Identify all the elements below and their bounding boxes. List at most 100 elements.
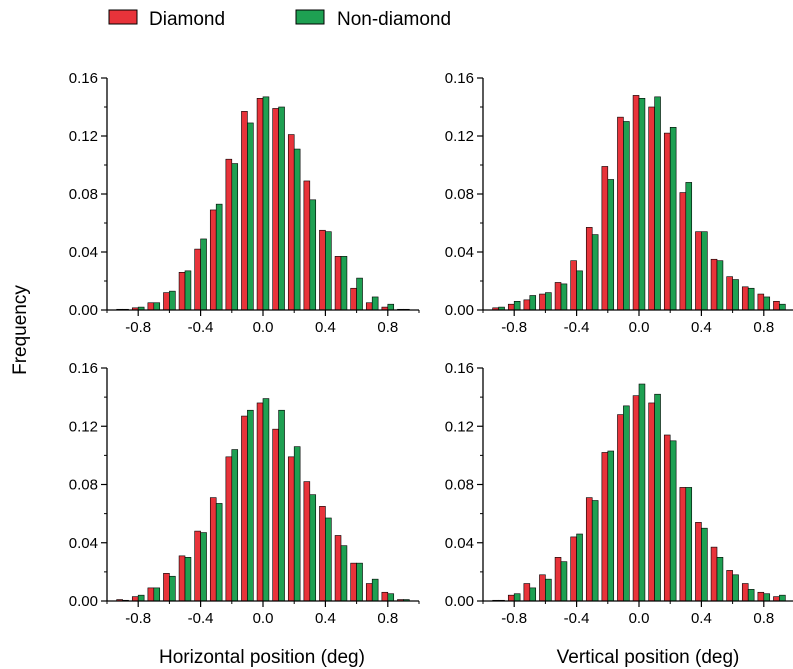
- bar-non-diamond-11: [669, 440, 677, 602]
- bar-non-diamond-14: [340, 256, 348, 311]
- bar-diamond-7: [225, 456, 233, 602]
- bar-non-diamond-8: [623, 405, 630, 602]
- bar-non-diamond-17: [387, 303, 395, 311]
- bar-non-diamond-15: [356, 277, 363, 311]
- bar-non-diamond-9: [262, 96, 270, 311]
- bar-non-diamond-6: [215, 203, 223, 311]
- x-tick-label: -0.4: [188, 319, 214, 336]
- bar-non-diamond-5: [200, 532, 207, 602]
- bar-diamond-2: [523, 583, 531, 602]
- bar-diamond-3: [163, 573, 170, 602]
- legend-swatch-diamond: [108, 9, 138, 25]
- x-tick-label: 0.8: [753, 610, 774, 627]
- x-tick-label: -0.8: [501, 610, 527, 627]
- bar-diamond-3: [163, 292, 170, 311]
- bar-diamond-12: [303, 180, 311, 311]
- x-axis-title-horizontal: Horizontal position (deg): [159, 647, 365, 668]
- bar-diamond-5: [194, 530, 201, 602]
- bar-non-diamond-14: [340, 545, 348, 602]
- bar-diamond-4: [554, 557, 562, 602]
- legend-label-diamond: Diamond: [149, 9, 225, 30]
- bar-diamond-6: [209, 209, 217, 311]
- bar-non-diamond-10: [278, 106, 285, 311]
- y-tick-label: 0.04: [445, 535, 474, 552]
- bar-non-diamond-6: [591, 500, 599, 602]
- bar-non-diamond-12: [685, 487, 693, 602]
- bar-diamond-13: [695, 231, 702, 311]
- bar-diamond-15: [350, 562, 357, 602]
- bar-non-diamond-2: [529, 587, 537, 602]
- bar-diamond-16: [365, 302, 373, 311]
- y-tick-label: 0.00: [69, 593, 98, 610]
- bar-non-diamond-17: [763, 593, 771, 602]
- bar-diamond-5: [570, 260, 577, 311]
- y-tick-label: 0.12: [445, 418, 474, 435]
- bar-diamond-10: [272, 108, 279, 311]
- bar-non-diamond-9: [262, 398, 270, 602]
- x-tick-label: 0.4: [691, 610, 712, 627]
- x-tick-label: -0.8: [125, 610, 151, 627]
- bar-non-diamond-1: [137, 594, 145, 602]
- bar-diamond-16: [741, 583, 749, 602]
- x-tick-label: 0.0: [253, 610, 274, 627]
- bar-diamond-12: [679, 192, 687, 311]
- bar-diamond-6: [585, 227, 593, 311]
- bar-non-diamond-11: [669, 127, 677, 311]
- y-tick-label: 0.08: [445, 477, 474, 494]
- y-tick-label: 0.12: [445, 128, 474, 145]
- bar-non-diamond-18: [779, 303, 786, 311]
- bar-non-diamond-12: [685, 182, 693, 311]
- bar-non-diamond-8: [247, 122, 254, 311]
- y-tick-label: 0.08: [69, 477, 98, 494]
- bar-diamond-2: [147, 302, 155, 311]
- bar-non-diamond-3: [169, 575, 176, 602]
- bar-non-diamond-13: [701, 231, 708, 311]
- bar-diamond-9: [632, 95, 640, 311]
- bar-non-diamond-7: [607, 179, 615, 311]
- bar-non-diamond-12: [309, 494, 317, 602]
- bar-diamond-14: [710, 546, 718, 602]
- legend: Diamond Non-diamond: [108, 9, 451, 30]
- panel-bottom-left: 0.00 0.04 0.08 0.12 0.16 -0.8 -0.4 0.0 0.4 0.8: [69, 360, 420, 627]
- bar-diamond-16: [365, 583, 373, 602]
- x-tick-label: -0.4: [564, 319, 590, 336]
- bar-non-diamond-2: [529, 295, 537, 311]
- bar-non-diamond-15: [732, 574, 739, 602]
- x-tick-label: -0.4: [564, 610, 590, 627]
- x-tick-label: 0.0: [629, 319, 650, 336]
- bar-non-diamond-10: [278, 409, 285, 602]
- x-tick-label: 0.8: [753, 319, 774, 336]
- bar-non-diamond-3: [169, 290, 176, 311]
- bar-diamond-3: [539, 574, 546, 602]
- bar-diamond-7: [225, 158, 233, 311]
- y-tick-label: 0.08: [445, 186, 474, 203]
- bar-diamond-9: [632, 395, 640, 602]
- bar-non-diamond-14: [716, 557, 724, 602]
- x-tick-label: -0.4: [188, 610, 214, 627]
- y-tick-label: 0.16: [445, 360, 474, 377]
- bar-diamond-11: [287, 456, 295, 602]
- bar-diamond-3: [539, 293, 546, 311]
- bar-diamond-1: [507, 303, 515, 311]
- bar-non-diamond-16: [747, 589, 755, 602]
- bar-non-diamond-3: [545, 292, 552, 311]
- bar-non-diamond-11: [293, 446, 301, 602]
- legend-swatch-non-diamond: [295, 9, 325, 25]
- bar-non-diamond-3: [545, 578, 552, 602]
- bar-diamond-17: [757, 293, 765, 311]
- bar-diamond-14: [334, 535, 342, 602]
- bar-non-diamond-13: [701, 527, 708, 602]
- x-tick-label: 0.8: [377, 319, 398, 336]
- bar-diamond-17: [381, 591, 389, 602]
- bar-diamond-14: [334, 256, 342, 311]
- bar-diamond-5: [570, 536, 577, 602]
- bar-non-diamond-13: [325, 517, 332, 602]
- panel-bottom-right: 0.00 0.04 0.08 0.12 0.16 -0.8 -0.4 0.0 0.4 0.8: [445, 360, 793, 627]
- bar-non-diamond-16: [747, 287, 755, 311]
- bar-diamond-18: [773, 596, 780, 602]
- bar-non-diamond-9: [638, 98, 646, 311]
- y-tick-label: 0.16: [69, 70, 98, 87]
- panel-top-left: 0.00 0.04 0.08 0.12 0.16 -0.8 -0.4 0.0 0.4 0.8: [69, 70, 420, 336]
- y-tick-label: 0.16: [445, 70, 474, 87]
